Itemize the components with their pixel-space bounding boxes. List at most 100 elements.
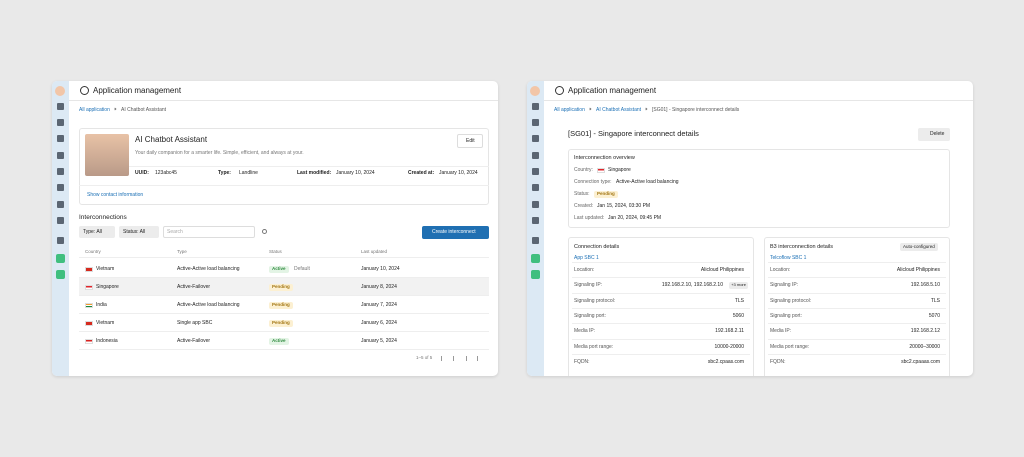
- header-icon: [555, 86, 564, 95]
- field-value: TLS: [930, 297, 940, 304]
- section-title: Interconnections: [79, 214, 127, 221]
- field-label: Signaling protocol:: [770, 297, 812, 304]
- breadcrumb-item[interactable]: All application: [554, 107, 585, 113]
- search-input[interactable]: [163, 226, 255, 238]
- overview-title: Interconnection overview: [574, 155, 635, 161]
- type-value: Landline: [239, 170, 258, 176]
- page-arrow[interactable]: [466, 356, 469, 361]
- nav-icon[interactable]: [532, 103, 539, 110]
- updated: January 7, 2024: [361, 302, 397, 308]
- field-divider: [768, 323, 946, 325]
- header: [544, 81, 973, 101]
- field-label: Signaling port:: [574, 312, 606, 319]
- field-value: Singapore: [608, 167, 631, 173]
- nav-icon[interactable]: [57, 119, 64, 126]
- breadcrumb-item[interactable]: AI Chatbot Assistant: [596, 107, 642, 113]
- table-header-bg: [79, 246, 489, 258]
- delete-label[interactable]: Delete: [930, 131, 945, 137]
- field-value: 192.168.2.10, 192.168.2.10: [661, 282, 723, 289]
- status-filter[interactable]: [119, 226, 159, 238]
- edit-label[interactable]: Edit: [466, 138, 475, 144]
- field-label: Country:: [574, 167, 593, 173]
- delete-button[interactable]: [918, 128, 950, 141]
- status-filter-label[interactable]: Status: All: [123, 229, 146, 235]
- nav-icon[interactable]: [57, 152, 64, 159]
- status-badge: Pending: [269, 301, 293, 309]
- updated: January 10, 2024: [361, 266, 400, 272]
- nav-icon[interactable]: [57, 217, 64, 224]
- nav-icon[interactable]: [532, 135, 539, 142]
- create-button[interactable]: [422, 226, 489, 239]
- nav-icon[interactable]: [57, 237, 64, 244]
- nav-icon[interactable]: [532, 237, 539, 244]
- type-filter-label[interactable]: Type: All: [83, 229, 102, 235]
- flag: [85, 284, 93, 290]
- table-header: Last updated: [361, 249, 388, 254]
- field-divider: [768, 338, 946, 340]
- overview-card: [568, 149, 950, 228]
- field-divider: [572, 338, 750, 340]
- nav-app-icon[interactable]: [531, 254, 540, 263]
- page-arrow[interactable]: [441, 356, 444, 361]
- profile-description: Your daily companion for a smarter life.…: [135, 150, 304, 156]
- nav-icon[interactable]: [532, 168, 539, 175]
- nav-icon[interactable]: [57, 184, 64, 191]
- field-divider: [572, 292, 750, 294]
- created-label: Created at:: [408, 170, 435, 176]
- detail-title: [SG01] - Singapore interconnect details: [568, 129, 699, 138]
- field-label: Connection type:: [574, 179, 612, 185]
- nav-icon[interactable]: [57, 103, 64, 110]
- field-divider: [768, 292, 946, 294]
- country: Vietnam: [96, 266, 115, 272]
- field-divider: [768, 353, 946, 355]
- edit-button[interactable]: [457, 134, 483, 148]
- connection-title: Connection details: [574, 244, 620, 250]
- table-header: Type: [177, 249, 187, 254]
- field-divider: [572, 307, 750, 309]
- nav-icon[interactable]: [57, 168, 64, 175]
- b3-subtitle[interactable]: Telcoflow SBC 1: [770, 255, 807, 261]
- field-value: 5060: [732, 312, 744, 319]
- breadcrumb-item: AI Chatbot Assistant: [121, 107, 167, 113]
- field-value: TLS: [734, 297, 744, 304]
- page-arrow[interactable]: [453, 356, 456, 361]
- nav-icon[interactable]: [532, 217, 539, 224]
- type: Active-Active load balancing: [177, 302, 240, 308]
- nav-icon[interactable]: [532, 184, 539, 191]
- nav-icon[interactable]: [57, 135, 64, 142]
- field-value: 192.168.2.11: [715, 328, 744, 335]
- field-value: sbc2.cpaas.com: [707, 358, 744, 365]
- flag: [85, 320, 93, 326]
- nav-app-icon[interactable]: [56, 254, 65, 263]
- type: Active-Failover: [177, 338, 211, 344]
- page-arrow[interactable]: [477, 356, 480, 361]
- refresh-icon[interactable]: [262, 229, 267, 234]
- header-title: Application management: [93, 86, 182, 95]
- type: Active-Active load balancing: [177, 266, 240, 272]
- connection-subtitle[interactable]: App SBC 1: [574, 255, 599, 261]
- nav-app-icon[interactable]: [56, 270, 65, 279]
- contact-link[interactable]: Show contact information: [87, 192, 144, 198]
- field-divider: [572, 353, 750, 355]
- profile-title: AI Chatbot Assistant: [135, 135, 208, 144]
- field-value: 192.168.2.12: [910, 328, 940, 335]
- field-value: 10000-20000: [714, 343, 744, 350]
- field-value: Active-Active load balancing: [616, 179, 679, 185]
- create-label[interactable]: Create interconnect: [432, 229, 476, 235]
- header: [69, 81, 498, 101]
- search-placeholder[interactable]: Search: [167, 229, 183, 235]
- nav-icon[interactable]: [532, 152, 539, 159]
- sidebar: [527, 81, 544, 376]
- type-filter[interactable]: [79, 226, 115, 238]
- field-value: 192.168.5.10: [910, 282, 940, 289]
- nav-icon[interactable]: [532, 201, 539, 208]
- nav-app-icon[interactable]: [531, 270, 540, 279]
- field-label: Location:: [574, 267, 595, 273]
- breadcrumb-item[interactable]: All application: [79, 107, 110, 113]
- type: Active-Failover: [177, 284, 211, 290]
- nav-icon[interactable]: [57, 201, 64, 208]
- nav-icon[interactable]: [532, 119, 539, 126]
- note: Default: [294, 266, 310, 272]
- breadcrumb-sep: [644, 107, 648, 111]
- avatar: [55, 86, 65, 96]
